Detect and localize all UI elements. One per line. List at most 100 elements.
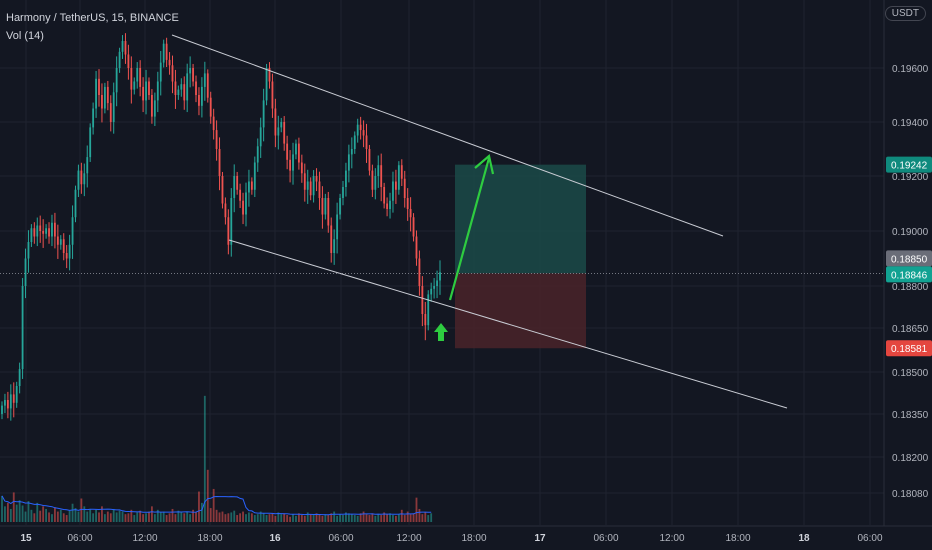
candle [242,192,244,225]
volume-bar [130,509,133,522]
time-tick-label: 18:00 [197,533,222,544]
candle-body [180,84,183,90]
volume-bar [83,506,86,522]
candle [56,224,59,259]
candle-body [24,258,27,286]
candle [12,382,15,418]
price-axis[interactable]: 0.19600 0.19400 0.19200 0.19000 0.18800 0.186… [892,64,929,500]
candle-body [324,198,327,215]
candle [139,60,142,97]
volume-bar [356,515,359,522]
candle-body [321,198,324,215]
candle-body [136,68,139,82]
candle-body [415,236,418,259]
candle-body [421,286,424,314]
candle-body [347,154,350,171]
candle [171,55,174,94]
channel-lower-line[interactable] [228,239,788,409]
candle [339,193,341,220]
volume-bar [256,514,259,522]
candle-body [177,89,180,95]
candle-body [189,68,192,74]
time-tick-label: 12:00 [659,533,684,544]
symbol-title[interactable]: Harmony / TetherUS, 15, BINANCE [6,12,179,24]
candle-body [77,170,80,190]
volume-indicator-title[interactable]: Vol (14) [6,30,44,42]
volume-bar [259,511,262,522]
candle [394,169,397,204]
volume-bar [312,515,315,522]
candle [124,33,127,64]
stop-price-tag-text: 0.18581 [891,344,928,355]
candle [342,180,344,206]
candle-body [286,143,289,160]
candle [295,139,297,160]
candle [280,117,283,133]
candle [406,188,409,221]
time-tick-label: 06:00 [328,533,353,544]
candle-body [192,68,194,82]
volume-bar [15,504,18,522]
time-tick-label: 18:00 [725,533,750,544]
volume-bar [165,515,168,522]
volume-bar [277,512,280,522]
candle [386,197,388,217]
volume-bar [353,515,356,522]
candle [230,188,233,257]
candle [309,177,312,201]
candle-body [297,143,300,163]
candle [253,156,256,198]
time-tick-label: 17 [534,533,546,544]
currency-button[interactable]: USDT [884,6,926,21]
candle [159,50,162,96]
candle-body [153,100,156,117]
volume-bar [192,509,194,522]
price-tick-label: 0.18080 [892,489,929,500]
candle [156,71,159,113]
candle [312,170,315,203]
candle-body [103,86,106,109]
volume-bar [101,506,103,522]
candle-body [21,286,24,370]
volume-bar [245,514,247,522]
volume-bar [303,515,306,522]
candle [345,162,347,197]
candle [400,159,403,187]
candle [239,183,242,209]
volume-bar [206,469,209,522]
candle-body [118,51,121,68]
candle [245,182,247,227]
stop-price-tag-box [886,340,932,357]
volume-bar [380,515,383,522]
candle-body [371,170,374,190]
candle-body [362,130,365,136]
volume-bar [209,508,212,522]
volume-bar [321,515,324,522]
channel-upper-line[interactable] [171,34,724,237]
volume-bar [265,515,268,522]
candle-body [327,198,330,226]
volume-bar [183,513,186,522]
volume-bar [6,502,9,522]
volume-bar [68,510,71,522]
candle [347,144,350,183]
candle-body [127,54,130,68]
candle-body [159,62,162,82]
candle [324,193,327,220]
price-tick-label: 0.18800 [892,282,929,293]
candle [127,44,130,80]
candle-body [253,162,256,190]
candle-body [1,405,3,414]
candle-body [4,400,6,406]
volume-bar [24,511,27,522]
volume-bar [233,510,236,522]
volume-bar [362,511,365,522]
candle-body [436,280,438,286]
candle-body [195,81,197,95]
position-zones [455,164,586,349]
volume-bar [59,509,62,522]
volume-bar [347,513,350,522]
candle [336,202,339,254]
